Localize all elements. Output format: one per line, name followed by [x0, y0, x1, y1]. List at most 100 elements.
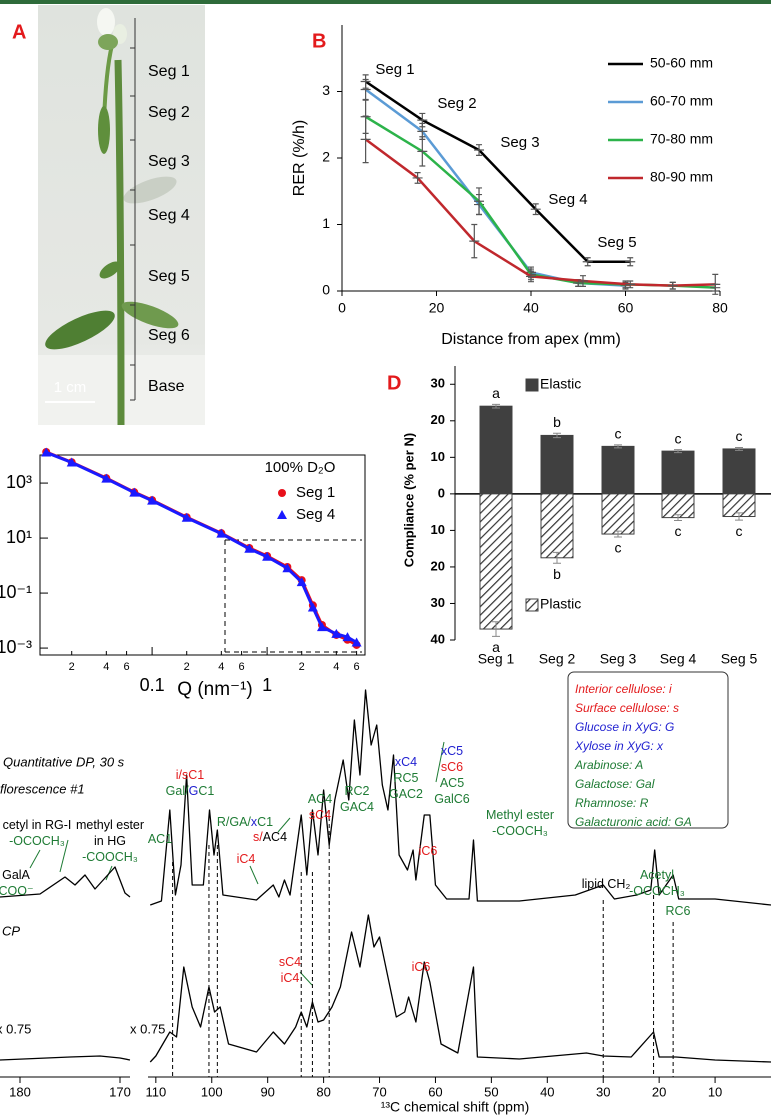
annotation: Seg 4: [548, 191, 587, 208]
x-tick-label: 20: [429, 300, 445, 316]
y-axis-label: RER (%/h): [291, 120, 308, 196]
marker: [282, 563, 293, 573]
error-bar: [674, 449, 682, 454]
bar: [479, 493, 513, 630]
annotation-part: s/: [253, 830, 263, 844]
annotation-part: RC5: [393, 771, 418, 785]
legend-label: Seg 4: [296, 506, 335, 523]
y-tick-label: 2: [322, 149, 330, 165]
key-entry: Galactose: Gal: [575, 777, 655, 791]
marker: [307, 602, 318, 612]
annotation-part: COO⁻: [0, 884, 34, 898]
y-tick-label: 10: [431, 522, 445, 537]
error-bar: [625, 257, 636, 267]
error-bar: [360, 115, 371, 164]
annotation-part: AC4: [263, 830, 287, 844]
y-tick-label: 1: [322, 215, 330, 231]
y-tick-label: 0: [438, 485, 445, 500]
marker: [316, 622, 327, 632]
legend-swatch: [525, 378, 539, 392]
annotation-part: C1: [198, 784, 214, 798]
significance-letter: c: [675, 430, 682, 446]
error-bar: [492, 403, 500, 409]
spectrum-label: x 0.75: [130, 1021, 165, 1036]
error-bar: [667, 281, 678, 290]
annotation-part: G: [189, 784, 199, 798]
x-tick-label: Seg 4: [660, 651, 697, 667]
segment-label: Seg 4: [148, 207, 190, 224]
x-tick-label: Seg 1: [478, 651, 515, 667]
x-tick-label: 180: [9, 1084, 31, 1099]
error-bar: [735, 512, 743, 521]
spectrum-label: CP: [2, 923, 20, 938]
legend-title: 100% D₂O: [265, 459, 336, 476]
peak-annotation: cetyl in RG-I: [3, 818, 72, 832]
legend-label: 60-70 mm: [650, 93, 713, 109]
zoom-box: [225, 539, 362, 653]
x-tick-label: 60: [428, 1084, 442, 1099]
x-tick-label: 60: [618, 300, 634, 316]
annotation-part: -COOCH₃: [82, 850, 138, 864]
annotation-part: lipid CH₂: [582, 877, 631, 891]
annotation-part: GalC6: [434, 792, 469, 806]
x-tick-label: 50: [484, 1084, 498, 1099]
x-axis-label: ¹³C chemical shift (ppm): [381, 1099, 530, 1115]
peak-annotation: methyl ester: [76, 818, 144, 832]
error-bar: [614, 530, 622, 538]
annotation-part: GalA: [2, 868, 30, 882]
x-tick-label: 40: [540, 1084, 554, 1099]
x-tick-label: 30: [596, 1084, 610, 1099]
peak-annotation: sC4: [309, 808, 331, 822]
annotation-part: sC6: [441, 760, 463, 774]
error-bar: [710, 273, 721, 295]
x-tick-label: 6: [124, 661, 130, 673]
marker: [41, 447, 52, 457]
peak-annotation: lipid CH₂: [582, 877, 631, 891]
annotation-part: Acetyl: [640, 868, 674, 882]
error-bar: [674, 514, 682, 522]
x-tick-label: Seg 5: [721, 651, 758, 667]
bar: [601, 445, 635, 495]
annotation-part: x: [251, 815, 258, 829]
annotation-part: GAC2: [389, 787, 423, 801]
y-tick-label: 20: [431, 412, 445, 427]
x-axis-label: Distance from apex (mm): [441, 331, 621, 348]
annotation-part: cetyl in RG-I: [3, 818, 72, 832]
error-bar: [553, 551, 561, 564]
x-axis-label: Q (nm⁻¹): [177, 679, 252, 700]
spectrum: [0, 1055, 131, 1061]
stem: [114, 59, 125, 426]
annotation-part: Methyl ester: [486, 808, 554, 822]
x-tick-label: 4: [103, 661, 109, 673]
x-tick-label: 4: [333, 661, 339, 673]
annotation-part: R/GA/: [217, 815, 252, 829]
legend-marker: [277, 510, 287, 519]
peak-annotation: s/AC4: [253, 830, 287, 844]
series-line: [364, 88, 626, 287]
marker: [331, 628, 342, 638]
peak-annotation: GAC4: [340, 800, 374, 814]
key-entry: Rhamnose: R: [575, 796, 649, 810]
marker: [66, 457, 77, 467]
significance-letter: a: [492, 385, 500, 401]
peak-annotation: xC5: [441, 744, 463, 758]
peak-annotation: i/sC1: [176, 768, 205, 782]
peak-annotation: COO⁻: [0, 884, 34, 898]
error-bar: [474, 187, 485, 216]
significance-letter: c: [615, 426, 622, 442]
annotation-part: -COOCH₃: [492, 824, 548, 838]
bar: [540, 493, 574, 559]
error-bar: [474, 144, 485, 156]
x-tick-label: 0.1: [140, 675, 165, 695]
spectrum-label: x 0.75: [0, 1021, 31, 1036]
x-tick-label: 0: [338, 300, 346, 316]
series-line: [45, 450, 358, 647]
peak-annotation: RC5: [393, 771, 418, 785]
x-tick-label: 70: [372, 1084, 386, 1099]
peak-annotation: iC6: [419, 844, 438, 858]
series-line: [364, 80, 631, 263]
series-line: [45, 451, 358, 644]
annotation-part: RC2: [344, 784, 369, 798]
key-entry: Galacturonic acid: GA: [575, 815, 692, 829]
